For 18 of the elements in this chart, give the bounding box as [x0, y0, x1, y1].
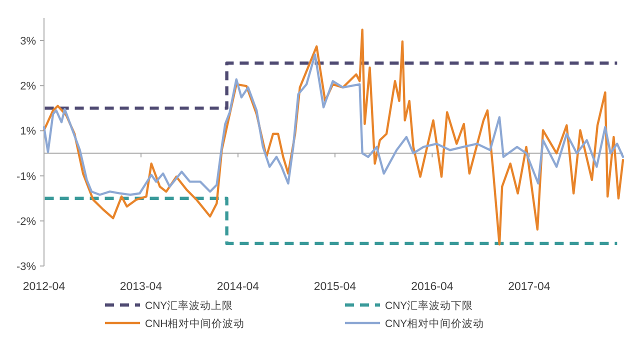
x-tick-label: 2014-04 — [216, 281, 260, 293]
y-tick-label: -2% — [16, 216, 36, 228]
legend-label: CNY相对中间价波动 — [385, 317, 484, 330]
y-tick-label: 1% — [20, 126, 36, 138]
legend-label: CNH相对中间价波动 — [145, 317, 245, 330]
x-tick-label: 2017-04 — [508, 281, 551, 293]
x-tick-label: 2015-04 — [314, 281, 357, 293]
x-tick-label: 2012-04 — [22, 281, 66, 293]
x-tick-label: 2016-04 — [411, 281, 454, 293]
y-tick-label: 3% — [20, 36, 36, 48]
y-tick-label: -1% — [16, 170, 36, 183]
y-tick-label: 2% — [20, 80, 36, 93]
x-tick-label: 2013-04 — [120, 281, 163, 293]
legend-label: CNY汇率波动上限 — [145, 299, 234, 312]
y-tick-label: -3% — [16, 261, 36, 273]
line-series — [42, 28, 624, 246]
line-series — [42, 53, 624, 196]
legend-label: CNY汇率波动下限 — [385, 299, 474, 312]
